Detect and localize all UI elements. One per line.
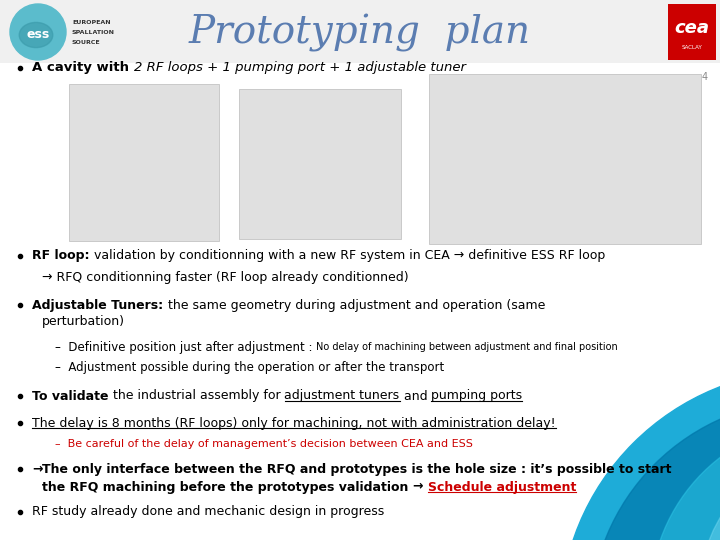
Text: adjustment tuners: adjustment tuners [284, 389, 400, 402]
Text: the RFQ machining before the prototypes validation: the RFQ machining before the prototypes … [42, 481, 413, 494]
Text: A cavity with: A cavity with [32, 62, 134, 75]
FancyBboxPatch shape [668, 4, 716, 60]
Circle shape [590, 400, 720, 540]
Text: cea: cea [675, 18, 709, 37]
Text: the industrial assembly for: the industrial assembly for [113, 389, 284, 402]
Circle shape [700, 450, 720, 540]
Text: –  Definitive position just after adjustment :: – Definitive position just after adjustm… [55, 341, 316, 354]
Text: –  Adjustment possible during the operation or after the transport: – Adjustment possible during the operati… [55, 361, 444, 375]
FancyBboxPatch shape [69, 84, 219, 241]
Text: →: → [32, 462, 42, 476]
Text: To validate: To validate [32, 389, 113, 402]
Circle shape [560, 370, 720, 540]
Text: Prototyping  plan: Prototyping plan [189, 15, 531, 52]
Text: Adjustable Tuners:: Adjustable Tuners: [32, 299, 168, 312]
FancyBboxPatch shape [0, 0, 720, 63]
Text: RF study already done and mechanic design in progress: RF study already done and mechanic desig… [32, 505, 384, 518]
Text: validation by conditionning with a new RF system in CEA → definitive ESS RF loop: validation by conditionning with a new R… [94, 249, 605, 262]
Text: →: → [413, 481, 428, 494]
Text: → RFQ conditionning faster (RF loop already conditionned): → RFQ conditionning faster (RF loop alre… [42, 272, 409, 285]
Text: The only interface between the RFQ and prototypes is the hole size : it’s possib: The only interface between the RFQ and p… [42, 462, 672, 476]
Text: –  Be careful of the delay of management’s decision between CEA and ESS: – Be careful of the delay of management’… [55, 439, 473, 449]
Text: pumping ports: pumping ports [431, 389, 523, 402]
Text: Schedule adjustment: Schedule adjustment [428, 481, 576, 494]
Text: EUROPEAN: EUROPEAN [72, 19, 111, 24]
Text: 4: 4 [702, 72, 708, 82]
FancyBboxPatch shape [239, 89, 401, 239]
Text: 2 RF loops + 1 pumping port + 1 adjustable tuner: 2 RF loops + 1 pumping port + 1 adjustab… [134, 62, 466, 75]
Text: the same geometry during adjustment and operation (same: the same geometry during adjustment and … [168, 299, 545, 312]
Text: The delay is 8 months (RF loops) only for machining, not with administration del: The delay is 8 months (RF loops) only fo… [32, 416, 556, 429]
Text: and: and [400, 389, 431, 402]
Circle shape [650, 420, 720, 540]
Text: SACLAY: SACLAY [682, 45, 703, 50]
Text: perturbation): perturbation) [42, 315, 125, 328]
Text: SOURCE: SOURCE [72, 39, 101, 44]
Ellipse shape [19, 22, 53, 48]
FancyBboxPatch shape [429, 74, 701, 244]
Text: ess: ess [27, 28, 50, 40]
Text: RF loop:: RF loop: [32, 249, 94, 262]
Circle shape [10, 4, 66, 60]
Text: SPALLATION: SPALLATION [72, 30, 115, 35]
Text: No delay of machining between adjustment and final position: No delay of machining between adjustment… [316, 342, 618, 352]
